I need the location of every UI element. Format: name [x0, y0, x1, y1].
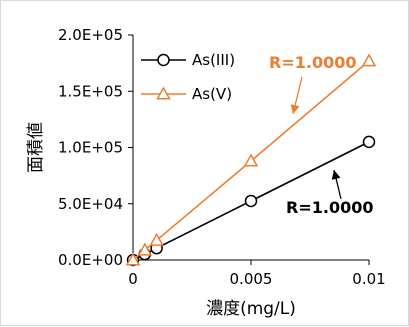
data-point [362, 135, 376, 149]
y-tick-label: 5.0E+04 [58, 195, 123, 213]
x-tick-label: 0.005 [230, 270, 273, 288]
legend-marker [156, 86, 171, 100]
legend: As(III) As(V) [141, 51, 235, 103]
r-value-label: R=1.0000 [269, 53, 356, 72]
data-point [361, 53, 377, 67]
data-point [125, 252, 141, 266]
series-layer [125, 53, 377, 267]
series-triangle [125, 53, 377, 266]
legend-label: As(V) [192, 85, 232, 103]
ticks: 0.0E+00 5.0E+04 1.0E+05 1.5E+05 2.0E+05 0 0.00… [58, 26, 386, 288]
x-tick-label: 0.01 [352, 270, 385, 288]
y-tick-label: 0.0E+00 [58, 251, 123, 269]
data-point [137, 242, 153, 256]
data-point [244, 194, 258, 208]
y-tick-label: 2.0E+05 [58, 26, 123, 44]
x-axis-title: 濃度(mg/L) [206, 299, 296, 319]
legend-label: As(III) [192, 51, 235, 69]
y-tick-label: 1.5E+05 [58, 82, 123, 100]
x-tick-label: 0 [128, 270, 138, 288]
annotation-arrowhead [331, 170, 341, 180]
r-value-label: R=1.0000 [286, 198, 373, 217]
y-tick-label: 1.0E+05 [58, 139, 123, 157]
annotations: R=1.0000 R=1.0000 [269, 53, 373, 217]
data-point [243, 153, 259, 167]
y-axis-title: 面積値 [26, 122, 46, 173]
data-point [149, 232, 164, 246]
annotation-arrowhead [290, 104, 300, 114]
legend-marker [157, 53, 170, 67]
